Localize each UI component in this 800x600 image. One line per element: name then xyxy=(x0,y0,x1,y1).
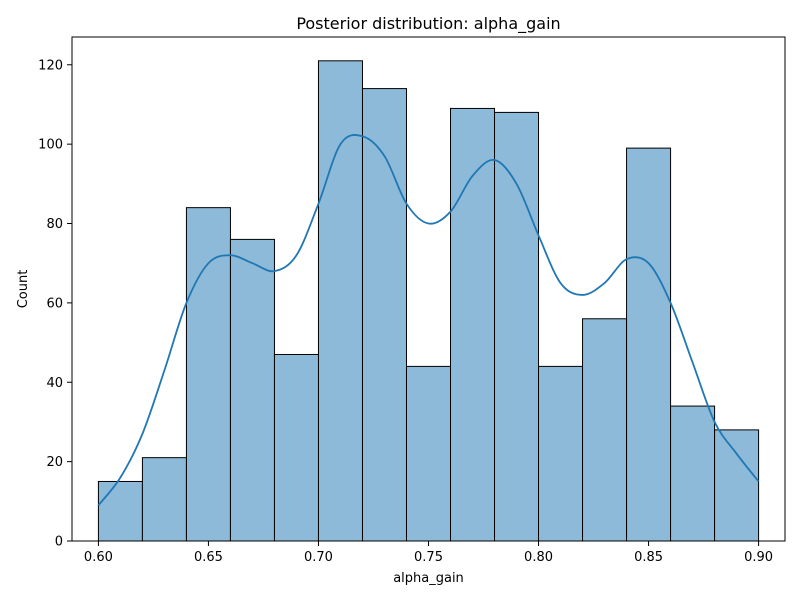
x-tick-label: 0.65 xyxy=(194,550,223,565)
histogram-bar xyxy=(361,88,407,542)
histogram-bar xyxy=(538,365,584,542)
x-tick-label: 0.70 xyxy=(304,550,333,565)
y-axis-label: Count xyxy=(16,270,31,309)
kde-curve xyxy=(97,133,760,506)
histogram-bar xyxy=(317,60,363,542)
histogram-bar xyxy=(405,365,452,542)
histogram-bar xyxy=(582,318,628,542)
histogram-bar xyxy=(670,405,716,542)
histogram-bar xyxy=(229,238,275,542)
x-axis-label: alpha_gain xyxy=(393,571,464,586)
x-tick-label: 0.80 xyxy=(524,550,553,565)
histogram-bar xyxy=(494,111,540,542)
y-tick-label: 120 xyxy=(38,58,63,73)
x-axis-ticks: 0.60 0.65 0.70 0.75 0.80 0.85 0.90 xyxy=(84,541,773,565)
histogram-bar xyxy=(450,107,496,542)
y-tick-label: 40 xyxy=(46,376,63,391)
histogram-bar xyxy=(97,480,143,542)
x-tick-label: 0.85 xyxy=(634,550,663,565)
y-axis-ticks: 0 20 40 60 80 100 120 xyxy=(38,58,72,550)
histogram-bar xyxy=(185,207,231,542)
x-tick-label: 0.75 xyxy=(414,550,443,565)
y-tick-label: 100 xyxy=(38,138,63,153)
chart-title: Posterior distribution: alpha_gain xyxy=(296,14,560,34)
x-tick-label: 0.90 xyxy=(744,550,773,565)
histogram-bar xyxy=(141,457,187,542)
histogram-bar xyxy=(714,429,760,542)
y-tick-label: 80 xyxy=(46,217,63,232)
x-tick-label: 0.60 xyxy=(84,550,113,565)
y-tick-label: 60 xyxy=(46,296,63,311)
histogram-bar xyxy=(626,147,672,542)
y-tick-label: 20 xyxy=(46,455,63,470)
histogram-bars xyxy=(97,60,760,542)
histogram-bar xyxy=(273,353,319,542)
y-tick-label: 0 xyxy=(55,535,63,550)
